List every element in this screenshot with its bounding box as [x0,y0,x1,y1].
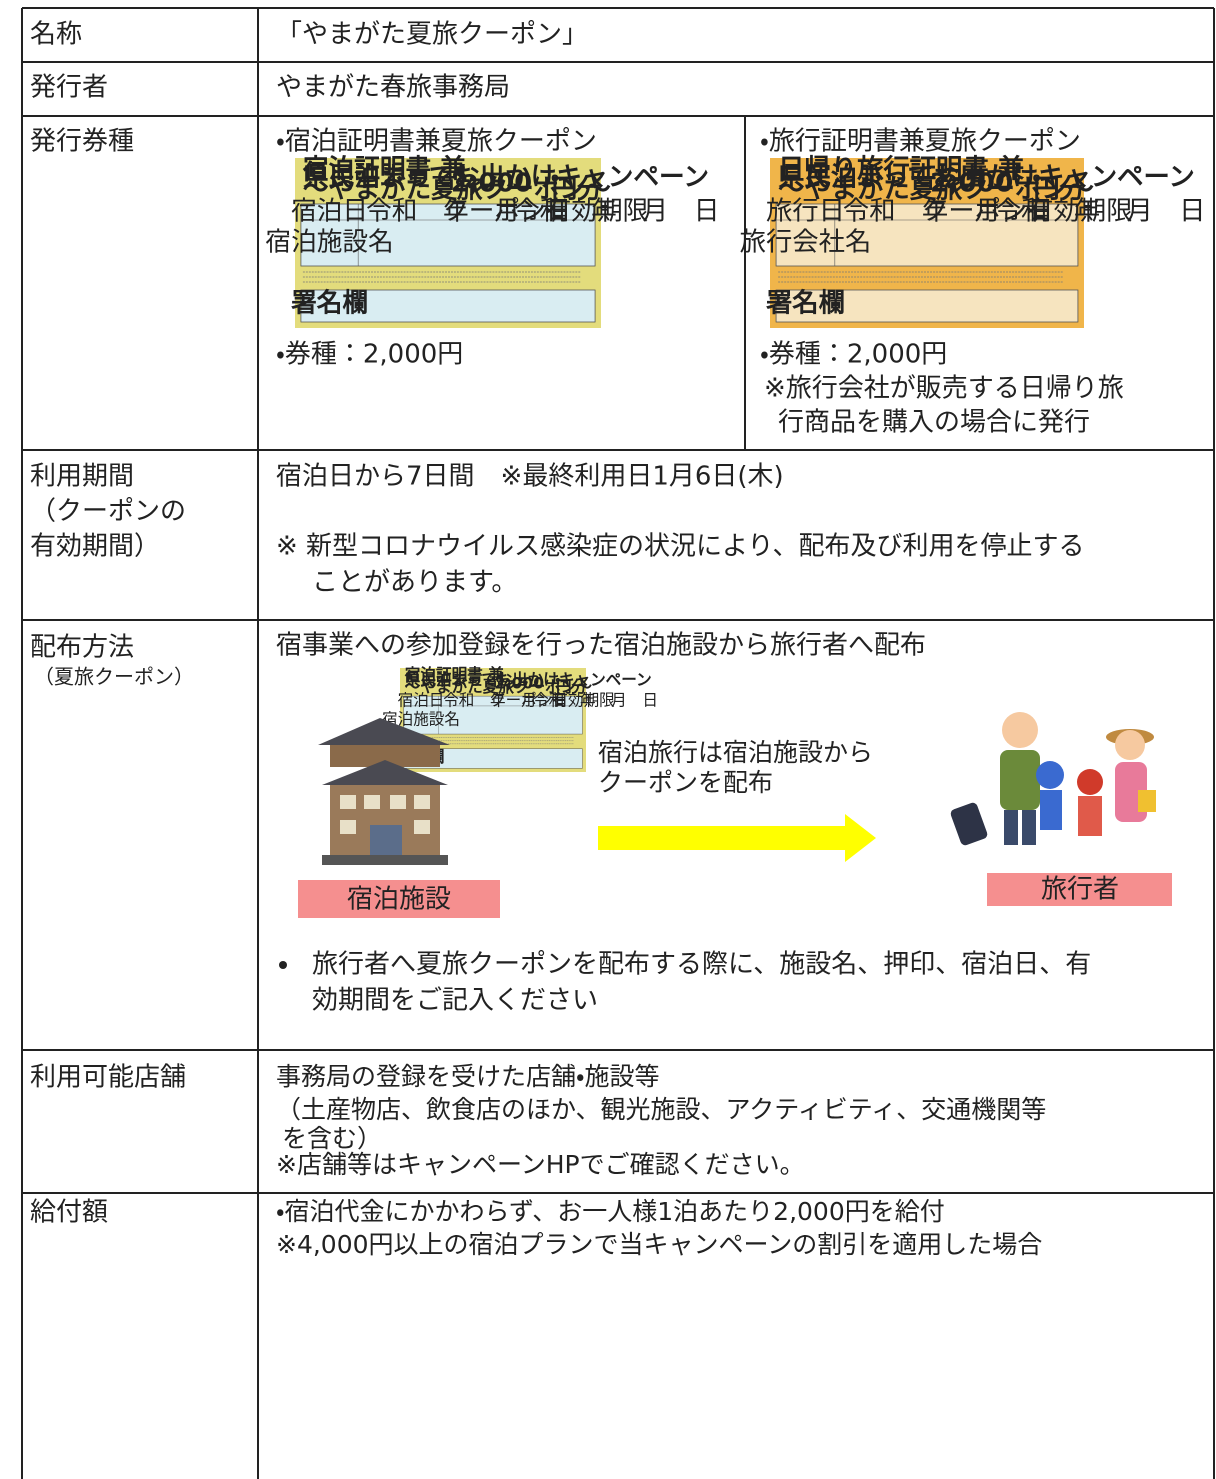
row-label: 利用可能店舗 [30,1063,186,1093]
row-content: 「やまがた夏旅クーポン」 [276,20,588,50]
row-content: 宿事業への参加登録を行った宿泊施設から旅行者へ配布 [276,631,926,661]
coupon-image: 宿泊証明書 兼県民泊まってお出かけキャンペーン～やまがた夏旅クーポン～2,000… [265,153,719,328]
coupon-sign-area [775,289,1079,323]
lodging-illustration [318,718,450,865]
coupon-note: ※旅行会社が販売する日帰り旅 [764,374,1124,404]
bullet [279,961,287,969]
coupon-amount: 2,000 [495,673,544,692]
coupon-field: 令和 年 月 日 [995,197,1206,227]
diagram-caption: 宿泊旅行は宿泊施設から [598,738,873,767]
row-content: ことがあります。 [312,568,517,598]
row-content: ※店舗等はキャンペーンHPでご確認ください。 [276,1150,805,1179]
coupon-amount: 2,000 [930,169,1013,199]
coupon-field: 旅行日 [766,197,845,227]
coupon-field: クーポン有効期限 [922,197,1133,227]
diagram-caption: クーポンを配布 [598,768,773,797]
coupon-field: クーポン有効期限 [443,196,648,226]
from-label: 宿泊施設 [347,885,451,915]
coupon-field: 署名欄 [291,287,368,318]
row-content: やまがた春旅事務局 [276,73,510,103]
bullet-text: 旅行者へ夏旅クーポンを配布する際に、施設名、押印、宿泊日、有 [312,950,1091,980]
to-label: 旅行者 [1041,875,1119,905]
row-content: ・宿泊代金にかかわらず、お一人様1泊あたり2,000円を給付 [276,1197,945,1226]
row-label: 利用期間 [30,462,134,492]
coupon-sign-area [300,289,596,323]
coupon-note: ・券種：2,000円 [276,340,463,370]
flow-arrow [598,814,876,862]
coupon-field: 令和 年 月 日 [843,197,1054,227]
row-content: を含む） [282,1124,382,1153]
coupon-unit: 円分 [1033,175,1086,205]
coupon-title: 宿泊証明書 兼 [404,665,504,684]
row-content: ※ 新型コロナウイルス感染症の状況により、配布及び利用を停止する [276,532,1085,562]
row-label: 発行券種 [30,127,134,157]
row-label: （クーポンの [30,497,186,527]
row-label: 名称 [30,20,82,50]
coupon-title: 日帰り旅行証明書 兼 [778,154,1025,185]
coupon-field-area [300,203,596,267]
coupon-field-area [403,695,583,735]
bullet-text: 効期間をご記入ください [312,986,598,1016]
coupon-field: 宿泊施設名 [382,709,460,728]
coupon-title: ～やまがた夏旅クーポン～ [778,174,1094,205]
coupon-title: 宿泊証明書 兼 [302,153,466,184]
coupon-field: 宿泊施設名 [265,227,393,257]
coupon-field-area [775,203,1079,267]
row-content: ※4,000円以上の宿泊プランで当キャンペーンの割引を適用した場合 [276,1230,1042,1259]
row-content: 宿泊日から7日間 ※最終利用日1月6日(木) [276,462,784,492]
coupon-unit: 円分 [556,677,587,696]
row-label: 配布方法 [30,633,134,663]
coupon-note: ・券種：2,000円 [760,340,947,370]
coupon-title: 県民泊まってお出かけキャンペーン [778,163,1195,193]
coupon-title: ～やまがた夏旅クーポン～ [303,173,611,204]
table-rules [21,7,1215,1479]
coupon-field: 令和 年 月 日 [514,196,719,226]
to-box [987,873,1172,906]
coupon-heading: ・宿泊証明書兼夏旅クーポン [276,127,597,157]
row-label: 有効期間） [30,532,160,562]
coupon-field: 署名欄 [766,288,845,319]
coupon-title: 県民泊まってお出かけキャンペーン [303,162,709,192]
coupon-note: 行商品を購入の場合に発行 [778,408,1090,438]
coupon-amount: 2,000 [451,168,532,198]
coupon-field: 宿泊日 [398,690,445,709]
coupon-field: 令和 年 月 日 [366,196,571,226]
coupon-field: 宿泊日 [291,196,368,226]
row-content: （土産物店、飲食店のほか、観光施設、アクティビティ、交通機関等 [276,1095,1046,1124]
coupon-unit: 円分 [552,174,603,204]
row-sublabel: （夏旅クーポン） [34,665,194,689]
row-label: 給付額 [30,1198,108,1228]
coupon-field: 令和 年 月 日 [443,690,568,709]
row-label: 発行者 [30,73,108,103]
coupon-field: 令和 年 月 日 [533,690,658,709]
travelers-illustration [950,712,1156,846]
coupon-heading: ・旅行証明書兼夏旅クーポン [760,127,1081,157]
coupon-title: ～やまがた夏旅クーポン～ [405,677,592,696]
coupon-field: クーポン有効期限 [490,690,615,709]
coupon-title: 県民泊まってお出かけキャンペーン [405,670,652,689]
coupon-field: 旅行会社名 [740,228,872,258]
coupon-image: 日帰り旅行証明書 兼県民泊まってお出かけキャンペーン～やまがた夏旅クーポン～2,… [740,154,1206,328]
from-box [298,880,500,918]
row-content: 事務局の登録を受けた店舗・施設等 [276,1062,660,1091]
